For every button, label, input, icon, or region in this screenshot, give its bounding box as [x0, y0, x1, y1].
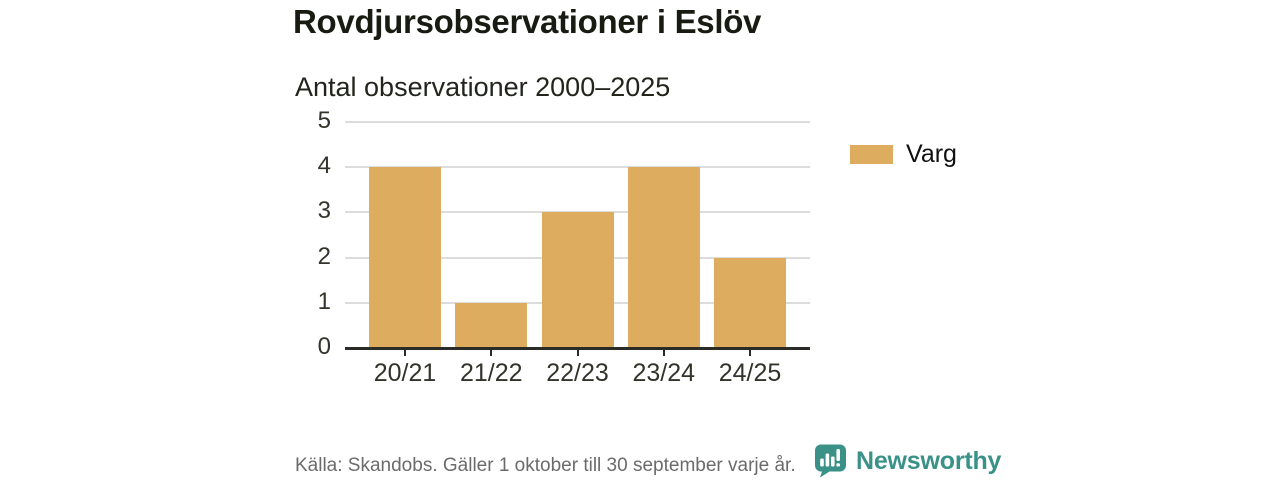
plot-area: 0 1 2 3 4 5 20/21 21/22 22/23 23/24 24/25 — [318, 107, 810, 387]
gridline-y5 — [345, 121, 810, 123]
y-axis-tick-label: 0 — [317, 332, 331, 360]
legend-label-varg: Varg — [906, 140, 957, 168]
gridline-y4 — [345, 166, 810, 169]
x-axis-tick-mark — [490, 349, 493, 356]
x-axis-tick-mark — [576, 349, 579, 356]
newsworthy-wordmark: Newsworthy — [856, 447, 1002, 475]
x-axis-tick-label: 21/22 — [459, 359, 523, 387]
bar-20/21 — [369, 167, 441, 348]
y-axis-tick-label: 5 — [317, 106, 331, 134]
bar-21/22 — [455, 302, 528, 348]
x-axis-tick-mark — [404, 349, 406, 356]
x-axis-tick-mark — [749, 349, 751, 356]
gridline-y3 — [345, 211, 810, 214]
newsworthy-logo-icon — [815, 444, 846, 478]
y-axis-tick-label: 2 — [317, 242, 331, 270]
x-axis-tick-label: 20/21 — [373, 359, 437, 387]
y-axis-tick-label: 1 — [317, 287, 331, 315]
bar-23/24 — [627, 167, 700, 348]
legend-swatch-varg — [850, 145, 893, 164]
bar-22/23 — [541, 212, 614, 348]
x-axis-line — [345, 347, 810, 350]
bar-24/25 — [714, 257, 786, 348]
y-axis-tick-label: 4 — [317, 152, 331, 180]
newsworthy-brand: Newsworthy — [814, 444, 1001, 479]
x-axis-tick-label: 24/25 — [718, 359, 782, 387]
source-note: Källa: Skandobs. Gäller 1 oktober till 3… — [295, 455, 796, 476]
x-axis-tick-label: 23/24 — [632, 359, 696, 387]
x-axis-tick-mark — [662, 349, 665, 356]
y-axis-tick-label: 3 — [317, 197, 331, 225]
chart-subtitle: Antal observationer 2000–2025 — [295, 72, 671, 102]
chart-title: Rovdjursobservationer i Eslöv — [293, 3, 762, 40]
legend: Varg — [850, 140, 957, 169]
x-axis-tick-label: 22/23 — [546, 359, 609, 387]
